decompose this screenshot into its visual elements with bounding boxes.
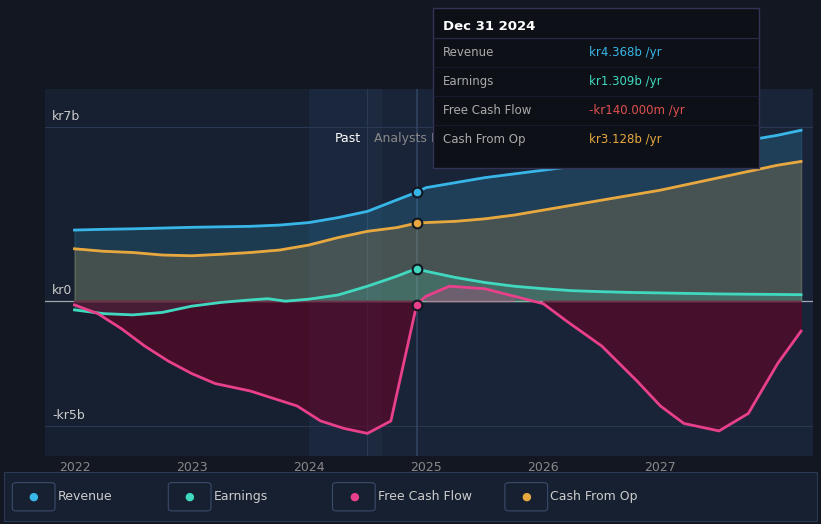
Text: ●: ● xyxy=(29,492,39,502)
Text: kr0: kr0 xyxy=(53,285,72,298)
Text: kr7b: kr7b xyxy=(53,110,80,123)
Text: kr4.368b /yr: kr4.368b /yr xyxy=(589,46,661,59)
Text: Analysts Forecasts: Analysts Forecasts xyxy=(374,133,491,146)
Bar xyxy=(309,89,382,456)
Text: Free Cash Flow: Free Cash Flow xyxy=(443,104,532,117)
Text: ●: ● xyxy=(349,492,359,502)
Bar xyxy=(45,89,368,456)
Text: Past: Past xyxy=(334,133,360,146)
Text: ●: ● xyxy=(185,492,195,502)
Text: Revenue: Revenue xyxy=(57,490,112,503)
Text: Cash From Op: Cash From Op xyxy=(550,490,638,503)
Text: Earnings: Earnings xyxy=(213,490,268,503)
Text: ●: ● xyxy=(521,492,531,502)
Text: Revenue: Revenue xyxy=(443,46,495,59)
Text: Free Cash Flow: Free Cash Flow xyxy=(378,490,471,503)
Text: Earnings: Earnings xyxy=(443,75,495,88)
Text: Cash From Op: Cash From Op xyxy=(443,133,525,146)
Text: Dec 31 2024: Dec 31 2024 xyxy=(443,20,536,32)
Text: -kr5b: -kr5b xyxy=(53,409,85,422)
Text: -kr140.000m /yr: -kr140.000m /yr xyxy=(589,104,685,117)
Text: kr3.128b /yr: kr3.128b /yr xyxy=(589,133,661,146)
Text: kr1.309b /yr: kr1.309b /yr xyxy=(589,75,661,88)
